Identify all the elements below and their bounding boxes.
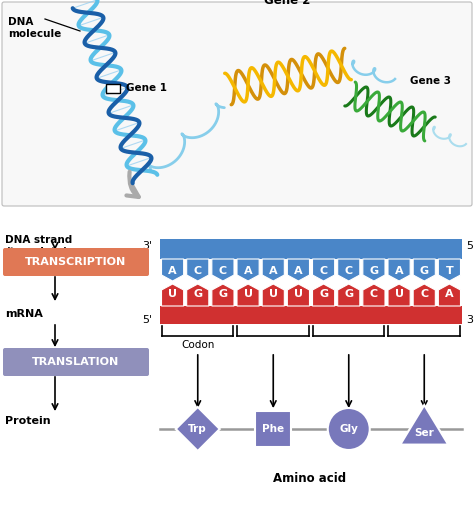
Text: 3': 3': [142, 241, 152, 251]
Text: mRNA: mRNA: [5, 309, 43, 319]
Polygon shape: [363, 259, 385, 281]
Polygon shape: [438, 284, 461, 306]
Polygon shape: [337, 259, 360, 281]
Text: U: U: [269, 289, 278, 299]
Polygon shape: [287, 284, 310, 306]
Polygon shape: [413, 259, 435, 281]
Text: Protein: Protein: [5, 416, 51, 426]
Polygon shape: [237, 284, 259, 306]
Text: Gene 2: Gene 2: [264, 0, 310, 7]
Text: U: U: [244, 289, 253, 299]
Text: U: U: [294, 289, 303, 299]
Circle shape: [328, 408, 370, 450]
Polygon shape: [187, 259, 209, 281]
Polygon shape: [176, 407, 220, 451]
Text: G: G: [193, 289, 202, 299]
Text: C: C: [420, 289, 428, 299]
Text: Amino acid: Amino acid: [273, 472, 346, 486]
Polygon shape: [212, 259, 234, 281]
Text: Phe: Phe: [262, 424, 284, 434]
Text: A: A: [395, 266, 403, 276]
Polygon shape: [162, 259, 183, 281]
Text: C: C: [219, 266, 227, 276]
Polygon shape: [262, 284, 284, 306]
Text: DNA strand
(template): DNA strand (template): [5, 235, 72, 257]
Text: A: A: [168, 266, 177, 276]
FancyBboxPatch shape: [160, 306, 462, 324]
Text: 5': 5': [142, 315, 152, 325]
Text: Gly: Gly: [339, 424, 358, 434]
FancyBboxPatch shape: [2, 2, 472, 206]
FancyBboxPatch shape: [3, 348, 149, 376]
Text: G: G: [344, 289, 353, 299]
Text: C: C: [345, 266, 353, 276]
Text: Trp: Trp: [188, 424, 207, 434]
Text: C: C: [194, 266, 202, 276]
FancyBboxPatch shape: [160, 239, 462, 259]
Text: T: T: [446, 266, 453, 276]
Polygon shape: [388, 284, 410, 306]
Text: TRANSLATION: TRANSLATION: [32, 357, 119, 367]
Polygon shape: [187, 284, 209, 306]
Text: Ser: Ser: [414, 428, 434, 438]
Polygon shape: [212, 284, 234, 306]
Text: G: G: [219, 289, 228, 299]
Text: U: U: [168, 289, 177, 299]
Text: G: G: [419, 266, 429, 276]
Polygon shape: [287, 259, 310, 281]
Text: U: U: [394, 289, 403, 299]
Polygon shape: [388, 259, 410, 281]
Polygon shape: [237, 259, 259, 281]
Text: G: G: [319, 289, 328, 299]
Text: Gene 3: Gene 3: [410, 76, 451, 86]
Text: A: A: [445, 289, 454, 299]
Text: TRANSCRIPTION: TRANSCRIPTION: [26, 257, 127, 267]
Text: A: A: [294, 266, 303, 276]
Polygon shape: [438, 259, 461, 281]
FancyBboxPatch shape: [255, 411, 291, 447]
Polygon shape: [337, 284, 360, 306]
Polygon shape: [312, 284, 335, 306]
Text: G: G: [369, 266, 378, 276]
Polygon shape: [312, 259, 335, 281]
Text: C: C: [319, 266, 328, 276]
FancyBboxPatch shape: [106, 84, 120, 93]
Polygon shape: [363, 284, 385, 306]
Text: 3': 3': [466, 315, 474, 325]
Text: A: A: [269, 266, 278, 276]
Polygon shape: [413, 284, 435, 306]
Polygon shape: [162, 284, 183, 306]
FancyBboxPatch shape: [3, 248, 149, 276]
Polygon shape: [400, 405, 448, 444]
Text: C: C: [370, 289, 378, 299]
Text: Codon: Codon: [181, 340, 214, 350]
Text: 5': 5': [466, 241, 474, 251]
Polygon shape: [262, 259, 284, 281]
Text: Gene 1: Gene 1: [126, 83, 167, 93]
Text: DNA
molecule: DNA molecule: [8, 17, 61, 39]
Text: A: A: [244, 266, 252, 276]
